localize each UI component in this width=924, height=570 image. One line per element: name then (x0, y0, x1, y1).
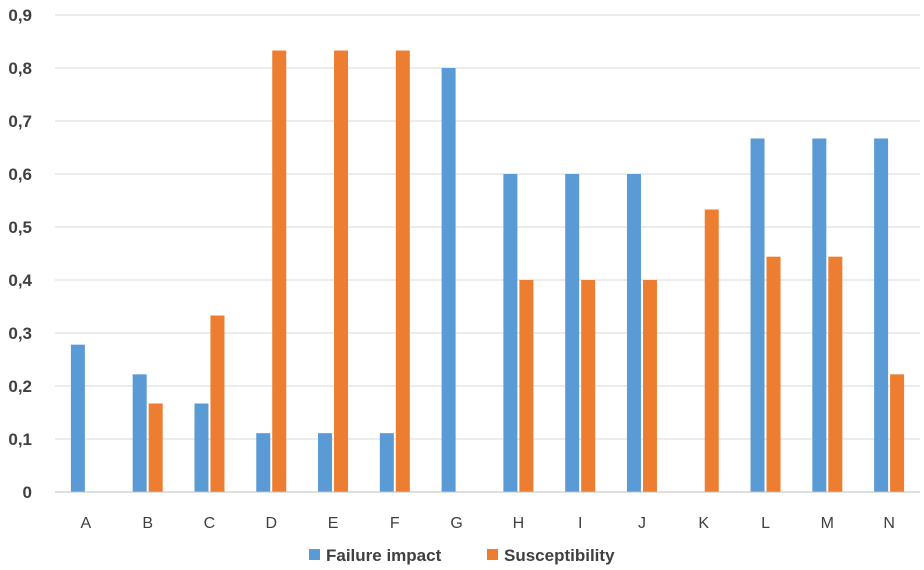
legend-label: Failure impact (326, 546, 442, 565)
y-tick-label: 0 (23, 483, 32, 502)
bar-susceptibility-J (642, 280, 657, 492)
x-tick-label: C (204, 515, 216, 532)
bar-susceptibility-H (519, 280, 534, 492)
bars (70, 50, 905, 493)
y-tick-label: 0,9 (8, 6, 32, 25)
x-tick-label: M (821, 515, 834, 532)
bar-failure-impact-I (565, 174, 580, 492)
x-tick-label: E (328, 515, 339, 532)
bar-susceptibility-C (210, 315, 225, 492)
y-tick-label: 0,1 (8, 430, 32, 449)
y-tick-label: 0,4 (8, 271, 32, 290)
y-tick-label: 0,8 (8, 59, 32, 78)
bar-failure-impact-H (503, 174, 518, 492)
bar-susceptibility-K (704, 209, 719, 492)
bar-susceptibility-I (581, 280, 596, 492)
bar-failure-impact-B (132, 374, 147, 492)
bar-failure-impact-E (318, 433, 333, 492)
x-tick-label: I (578, 515, 582, 532)
y-tick-label: 0,7 (8, 112, 32, 131)
bar-susceptibility-F (395, 50, 410, 492)
y-tick-label: 0,5 (8, 218, 32, 237)
x-tick-label: H (513, 515, 525, 532)
bar-susceptibility-M (828, 256, 843, 492)
legend-swatch (487, 549, 498, 560)
bar-susceptibility-B (148, 403, 163, 492)
x-tick-label: J (638, 515, 646, 532)
bar-failure-impact-F (379, 433, 394, 492)
legend: Failure impact Susceptibility (309, 546, 615, 565)
legend-label: Susceptibility (504, 546, 615, 565)
x-tick-label: N (883, 515, 895, 532)
x-tick-label: K (698, 515, 709, 532)
x-axis-ticks: A B C D E F G H I J K L M N (81, 515, 895, 532)
y-tick-label: 0,3 (8, 324, 32, 343)
bar-failure-impact-G (441, 68, 456, 492)
bar-susceptibility-L (766, 256, 781, 492)
bar-failure-impact-L (750, 138, 765, 493)
bar-susceptibility-D (272, 50, 287, 492)
bar-failure-impact-C (194, 403, 209, 492)
y-axis-ticks: 0 0,1 0,2 0,3 0,4 0,5 0,6 0,7 0,8 0,9 (8, 6, 32, 502)
bar-failure-impact-D (256, 433, 271, 492)
x-tick-label: B (142, 515, 153, 532)
grid-lines (55, 14, 920, 440)
legend-swatch (309, 549, 320, 560)
y-tick-label: 0,6 (8, 165, 32, 184)
x-tick-label: A (81, 515, 92, 532)
y-tick-label: 0,2 (8, 377, 32, 396)
x-tick-label: G (450, 515, 462, 532)
bar-failure-impact-J (626, 174, 641, 492)
x-tick-label: L (761, 515, 770, 532)
bar-failure-impact-A (70, 344, 85, 492)
bar-susceptibility-E (334, 50, 349, 492)
bar-susceptibility-N (890, 374, 905, 492)
bar-failure-impact-M (812, 138, 827, 493)
bar-failure-impact-N (874, 138, 889, 493)
x-tick-label: F (390, 515, 400, 532)
x-tick-label: D (265, 515, 277, 532)
